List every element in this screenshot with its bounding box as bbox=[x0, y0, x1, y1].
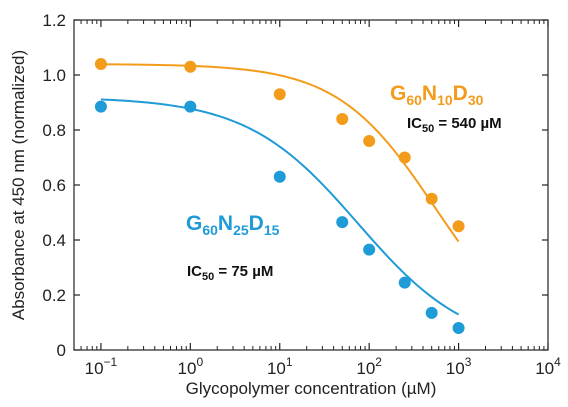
data-point-series-0 bbox=[452, 220, 465, 233]
data-point-series-1 bbox=[452, 322, 465, 334]
x-tick-label: 10−1 bbox=[85, 355, 118, 378]
series-label-g60n25d15: G60N25D15 bbox=[186, 212, 280, 238]
y-tick-label: 1.0 bbox=[42, 66, 66, 85]
x-axis-title: Glycopolymer concentration (µM) bbox=[186, 379, 437, 398]
data-point-series-1 bbox=[184, 100, 197, 113]
axis-ticks bbox=[73, 19, 549, 351]
data-point-series-1 bbox=[336, 216, 349, 229]
series-label-g60n10d30: G60N10D30 bbox=[390, 82, 484, 108]
x-tick-label: 103 bbox=[446, 355, 472, 378]
tick-labels: 0 0.2 0.4 0.6 0.8 1.0 1.2 10−1 100 101 102 103 104 bbox=[42, 11, 561, 378]
x-tick-label: 101 bbox=[267, 355, 293, 378]
data-point-series-0 bbox=[363, 135, 376, 147]
data-point-series-0 bbox=[336, 113, 349, 125]
y-tick-label: 0.4 bbox=[42, 231, 66, 250]
fit-curve-series-1 bbox=[100, 98, 460, 316]
x-tick-label: 104 bbox=[535, 355, 561, 378]
y-axis-title: Absorbance at 450 nm (normalized) bbox=[9, 50, 28, 320]
data-point-series-0 bbox=[398, 151, 411, 164]
y-tick-label: 0 bbox=[57, 341, 66, 360]
y-tick-label: 0.2 bbox=[42, 286, 66, 305]
data-point-series-0 bbox=[273, 88, 286, 101]
data-points bbox=[94, 58, 465, 334]
ic50-label-g60n25d15: IC50 = 75 µM bbox=[187, 263, 273, 283]
data-point-series-0 bbox=[425, 192, 438, 205]
data-point-series-0 bbox=[184, 60, 197, 73]
data-point-series-1 bbox=[398, 276, 411, 289]
data-point-series-1 bbox=[273, 170, 286, 183]
data-point-series-1 bbox=[94, 100, 107, 113]
y-tick-label: 0.6 bbox=[42, 176, 66, 195]
data-point-series-0 bbox=[94, 58, 107, 70]
data-point-series-1 bbox=[363, 243, 376, 256]
y-tick-label: 0.8 bbox=[42, 121, 66, 140]
x-tick-label: 102 bbox=[356, 355, 382, 378]
x-tick-label: 100 bbox=[178, 355, 204, 378]
y-tick-label: 1.2 bbox=[42, 11, 66, 30]
ic50-label-g60n10d30: IC50 = 540 µM bbox=[407, 115, 502, 135]
data-point-series-1 bbox=[425, 306, 438, 319]
